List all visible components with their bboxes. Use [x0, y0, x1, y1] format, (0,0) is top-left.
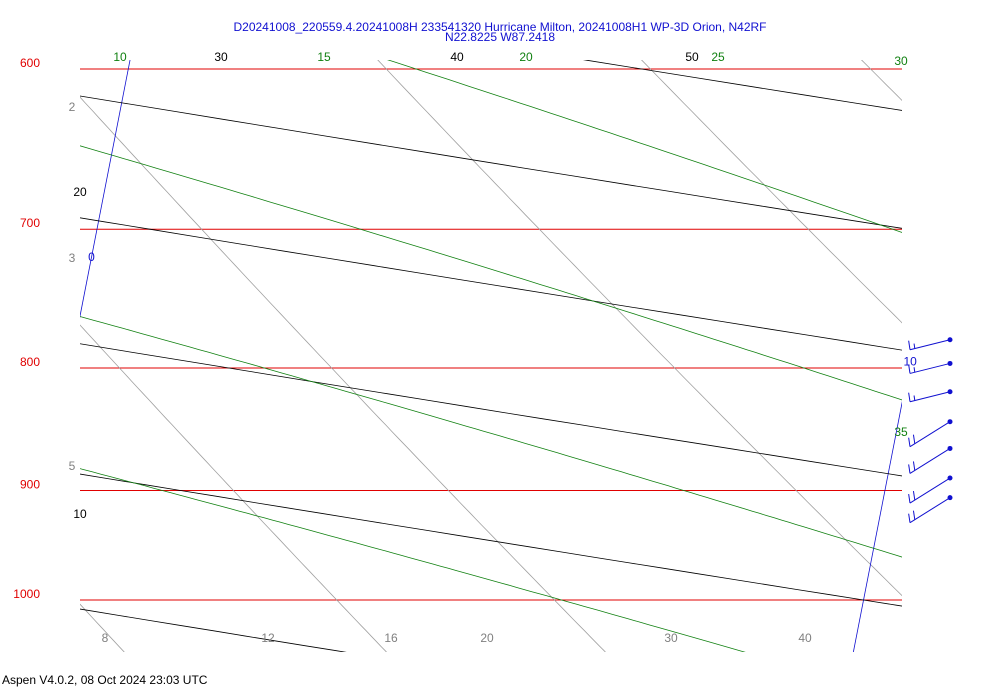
mixing-ratio-label: 2	[69, 100, 76, 114]
dry-adiabat-line	[80, 608, 347, 652]
temperature-tick-label: 40	[798, 631, 812, 645]
pressure-tick-label: 800	[20, 355, 40, 369]
wind-barb	[908, 419, 953, 448]
moist-adiabat-label: 20	[519, 50, 533, 64]
dry-adiabat-label: 10	[73, 507, 87, 521]
isotherm-label: 10	[903, 355, 917, 369]
dry-adiabat-label: 40	[450, 50, 464, 64]
dry-adiabat-line	[80, 473, 902, 607]
moist-adiabat-label: 25	[711, 50, 725, 64]
wind-barb	[908, 389, 953, 403]
wind-barb	[908, 475, 953, 504]
moist-adiabat-line	[80, 145, 902, 401]
temperature-tick-label: 12	[261, 631, 275, 645]
mixing-ratio-label: 5	[69, 459, 76, 473]
temperature-tick-label: 30	[664, 631, 678, 645]
dry-adiabat-line	[80, 217, 902, 351]
mixing-ratio-line	[641, 60, 902, 324]
dewpoint-profile	[986, 319, 1000, 504]
wind-barb	[908, 445, 953, 474]
isotherm-line	[80, 60, 131, 319]
dry-adiabat-line	[80, 95, 902, 229]
isotherm-line	[852, 401, 902, 652]
moist-adiabat-label: 15	[317, 50, 331, 64]
pressure-tick-label: 1000	[13, 587, 40, 601]
pressure-tick-label: 600	[20, 56, 40, 70]
mixing-ratio-line	[80, 324, 387, 652]
mixing-ratio-line	[377, 60, 902, 597]
dry-adiabat-label: 20	[73, 185, 87, 199]
pressure-tick-label: 900	[20, 477, 40, 491]
moist-adiabat-label: 30	[894, 54, 908, 68]
chart-title: D20241008_220559.4.20241008H 233541320 H…	[233, 20, 767, 34]
wind-barb	[908, 495, 953, 524]
moist-adiabat-label: 10	[113, 50, 127, 64]
pressure-tick-label: 700	[20, 216, 40, 230]
temperature-tick-label: 20	[480, 631, 494, 645]
moist-adiabat-line	[387, 60, 902, 233]
moist-adiabat-label: 35	[894, 425, 908, 439]
temperature-tick-label: 8	[102, 631, 109, 645]
dry-adiabat-line	[80, 343, 902, 477]
temperature-tick-label: 16	[384, 631, 398, 645]
chart-subtitle-location: N22.8225 W87.2418	[444, 30, 556, 44]
moist-adiabat-line	[80, 316, 902, 558]
software-version-footer: Aspen V4.0.2, 08 Oct 2024 23:03 UTC	[2, 673, 208, 687]
mixing-ratio-label: 3	[69, 251, 76, 265]
isotherm-label: 0	[88, 250, 95, 264]
wind-barb	[908, 337, 953, 351]
dry-adiabat-label: 30	[214, 50, 228, 64]
mixing-ratio-line	[80, 96, 606, 652]
dry-adiabat-label: 50	[685, 50, 699, 64]
wind-barb	[908, 360, 953, 374]
moist-adiabat-line	[80, 468, 746, 652]
